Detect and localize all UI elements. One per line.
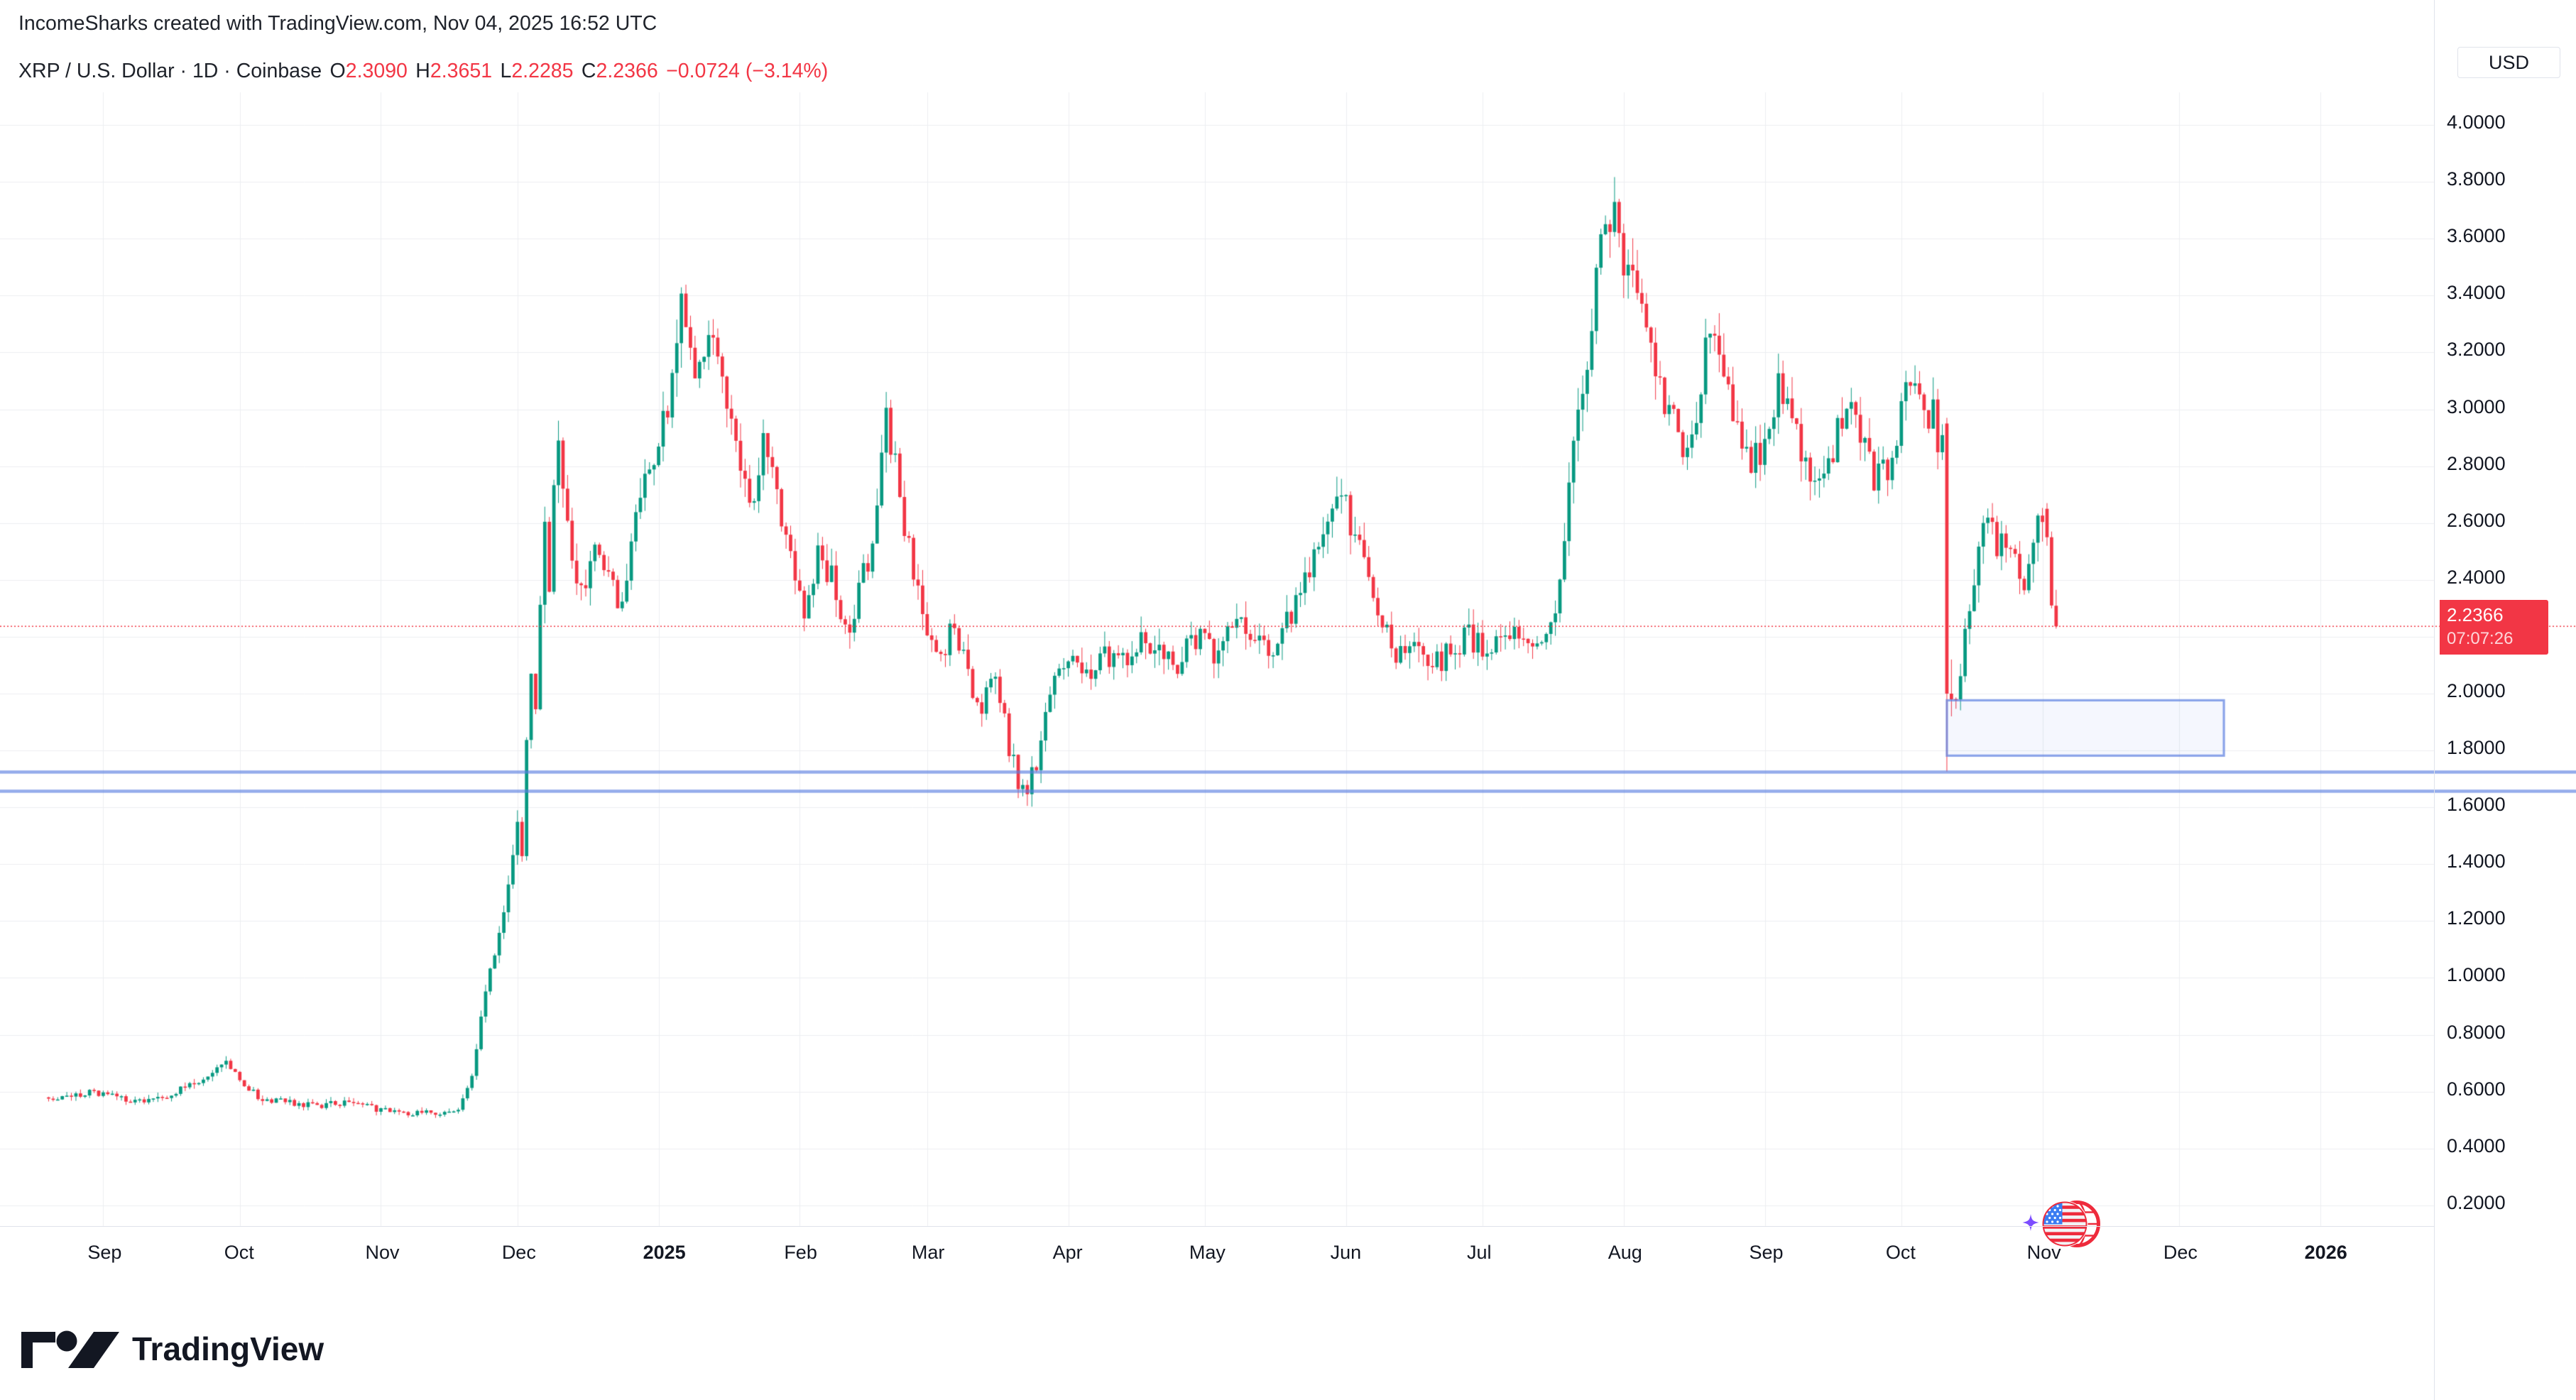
svg-text:TradingView: TradingView (132, 1330, 324, 1367)
